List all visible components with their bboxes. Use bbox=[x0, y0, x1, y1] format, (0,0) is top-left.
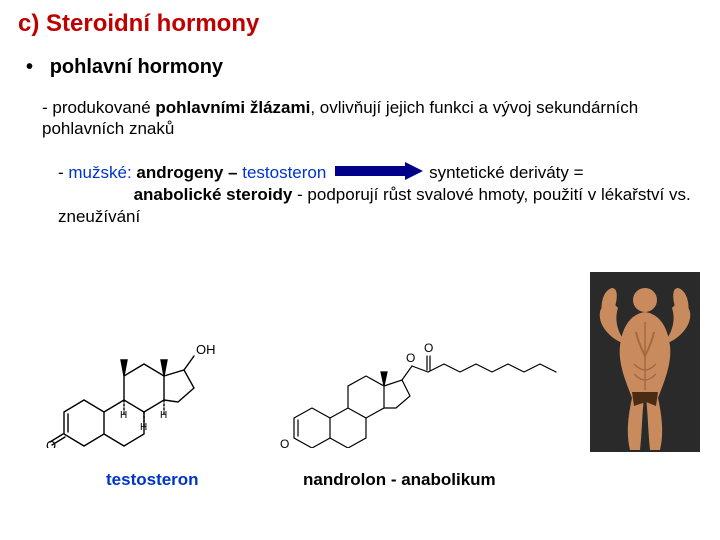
svg-text:O: O bbox=[424, 341, 433, 355]
svg-text:O: O bbox=[406, 351, 415, 365]
nandrolone-structure: O O O bbox=[278, 278, 578, 448]
subheading: • pohlavní hormony bbox=[26, 56, 702, 79]
caption-nandrolon: nandrolon - anabolikum bbox=[303, 470, 496, 490]
section-title: c) Steroidní hormony bbox=[18, 10, 702, 38]
svg-text:H: H bbox=[140, 422, 147, 433]
body2-androgeny: androgeny – bbox=[132, 163, 243, 182]
svg-text:O: O bbox=[280, 437, 289, 448]
body1-prefix: - produkované bbox=[42, 98, 155, 117]
caption-row: testosteron nandrolon - anabolikum bbox=[18, 470, 702, 500]
svg-text:H: H bbox=[160, 410, 167, 421]
arrow-icon bbox=[335, 162, 423, 180]
figure-row: O OH H H H O O O bbox=[18, 272, 702, 454]
body2-testosteron: testosteron bbox=[242, 163, 326, 182]
bodybuilder-image bbox=[590, 272, 700, 452]
body2-anabolic: anabolické steroidy bbox=[134, 185, 293, 204]
subheading-text: pohlavní hormony bbox=[50, 56, 223, 78]
body2-male-label: mužské: bbox=[68, 163, 131, 182]
svg-text:O: O bbox=[46, 438, 56, 448]
body1-bold: pohlavními žlázami bbox=[155, 98, 310, 117]
bullet: • bbox=[26, 56, 33, 78]
svg-text:OH: OH bbox=[196, 342, 216, 357]
body2-after-arrow: syntetické deriváty = bbox=[429, 163, 584, 182]
body-text-2: - mužské: androgeny – testosteron syntet… bbox=[58, 162, 702, 228]
body-text-1: - produkované pohlavními žlázami, ovlivň… bbox=[42, 97, 702, 140]
svg-text:H: H bbox=[120, 410, 127, 421]
body2-prefix: - bbox=[58, 163, 68, 182]
testosterone-structure: O OH H H H bbox=[46, 278, 266, 448]
caption-testosteron: testosteron bbox=[106, 470, 199, 490]
